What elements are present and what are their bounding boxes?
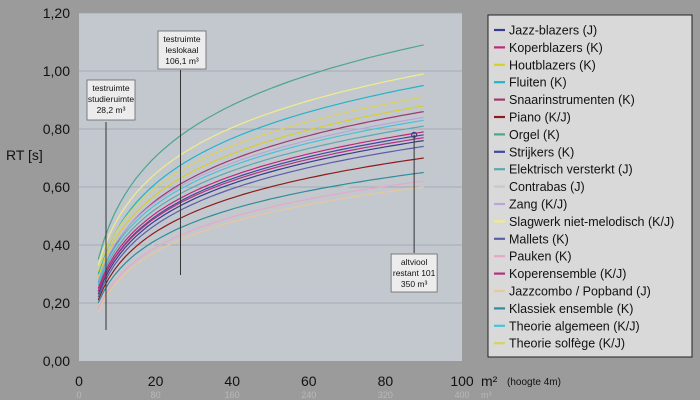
x2-tick-label: 320 — [378, 390, 393, 400]
series-line — [97, 111, 424, 283]
legend-box — [487, 14, 693, 358]
legend-entry: Slagwerk niet-melodisch (K/J) — [509, 215, 674, 229]
x-tick-labels: 0 20 40 60 80 100 — [75, 373, 474, 389]
series-line — [97, 145, 424, 298]
legend-entry: Koperblazers (K) — [509, 41, 603, 55]
x-tick-label: 80 — [378, 373, 394, 389]
legend-entry: Orgel (K) — [509, 128, 560, 142]
y-tick-label: 0,80 — [43, 121, 70, 137]
annotation-text: testruimte — [92, 83, 130, 93]
x-tick-label: 40 — [224, 373, 240, 389]
annotation-text: altviool — [401, 257, 428, 267]
legend-entry: Contrabas (J) — [509, 180, 585, 194]
x-tick-label: 0 — [75, 373, 83, 389]
legend-entry: Snaarinstrumenten (K) — [509, 93, 635, 107]
annotation-box — [86, 79, 136, 121]
series-lines — [97, 44, 424, 312]
legend-entry: Jazzcombo / Popband (J) — [509, 285, 651, 299]
x2-tick-labels: 0 80 160 240 320 400 — [76, 390, 469, 400]
annotation-text: testruimte — [163, 34, 201, 44]
series-line — [97, 134, 424, 292]
x-tick-label: 100 — [450, 373, 474, 389]
legend-entry: Pauken (K) — [509, 250, 572, 264]
legend-entry: Piano (K/J) — [509, 111, 571, 125]
legend-entry: Strijkers (K) — [509, 145, 574, 159]
legend-entry: Houtblazers (K) — [509, 58, 596, 72]
annotation-text: 106,1 m³ — [165, 56, 199, 66]
series-line — [97, 44, 424, 260]
series-line — [97, 186, 424, 312]
legend-entry: Koperensemble (K/J) — [509, 267, 626, 281]
series-line — [97, 140, 424, 295]
legend-entry: Theorie algemeen (K/J) — [509, 319, 640, 333]
series-line — [97, 180, 424, 310]
annotation-text: restant 101 — [393, 268, 436, 278]
annotation-text: 28,2 m³ — [97, 105, 126, 115]
x-axis-label: m² — [481, 373, 498, 389]
x2-tick-label: 0 — [76, 390, 81, 400]
y-tick-label: 0,40 — [43, 237, 70, 253]
legend-entry: Elektrisch versterkt (J) — [509, 163, 633, 177]
series-line — [97, 84, 424, 275]
x-axis-note: (hoogte 4m) — [507, 377, 561, 388]
y-tick-label: 0,00 — [43, 353, 70, 369]
x2-tick-label: 240 — [301, 390, 316, 400]
y-tick-label: 0,60 — [43, 179, 70, 195]
y-tick-label: 1,20 — [43, 5, 70, 21]
series-line — [97, 105, 424, 278]
annotation-text: studieruimte — [88, 94, 135, 104]
series-line — [97, 171, 424, 304]
series-line — [97, 157, 424, 301]
series-line — [97, 119, 424, 283]
annotation-box — [157, 30, 207, 70]
legend-entry: Fluiten (K) — [509, 76, 567, 90]
series-line — [97, 116, 424, 281]
y-tick-label: 0,20 — [43, 295, 70, 311]
x2-tick-label: 400 — [454, 390, 469, 400]
legend-entry: Klassiek ensemble (K) — [509, 302, 633, 316]
series-line — [97, 131, 424, 289]
y-tick-labels: 0,00 0,20 0,40 0,60 0,80 1,00 1,20 — [43, 5, 70, 369]
x2-tick-label: 80 — [151, 390, 161, 400]
series-line — [97, 125, 424, 286]
legend: Jazz-blazers (J) Koperblazers (K) Houtblaz… — [494, 24, 674, 351]
y-tick-label: 1,00 — [43, 63, 70, 79]
series-line — [97, 137, 424, 292]
annotation-text: 350 m³ — [401, 279, 428, 289]
x-tick-label: 60 — [301, 373, 317, 389]
x2-tick-label: 160 — [225, 390, 240, 400]
series-line — [97, 96, 424, 272]
x2-axis-unit: m³ — [481, 390, 492, 400]
series-line — [97, 73, 424, 266]
annotation-box — [390, 253, 438, 293]
legend-entry: Theorie solfège (K/J) — [509, 337, 625, 351]
series-line — [97, 174, 424, 307]
y-axis-label: RT [s] — [6, 147, 43, 163]
annotation-lines — [105, 70, 418, 330]
annotation-text: leslokaal — [165, 45, 198, 55]
legend-entry: Zang (K/J) — [509, 198, 567, 212]
annotation-marker — [411, 131, 418, 138]
x-tick-label: 20 — [148, 373, 164, 389]
legend-entry: Mallets (K) — [509, 232, 569, 246]
legend-entry: Jazz-blazers (J) — [509, 24, 597, 38]
